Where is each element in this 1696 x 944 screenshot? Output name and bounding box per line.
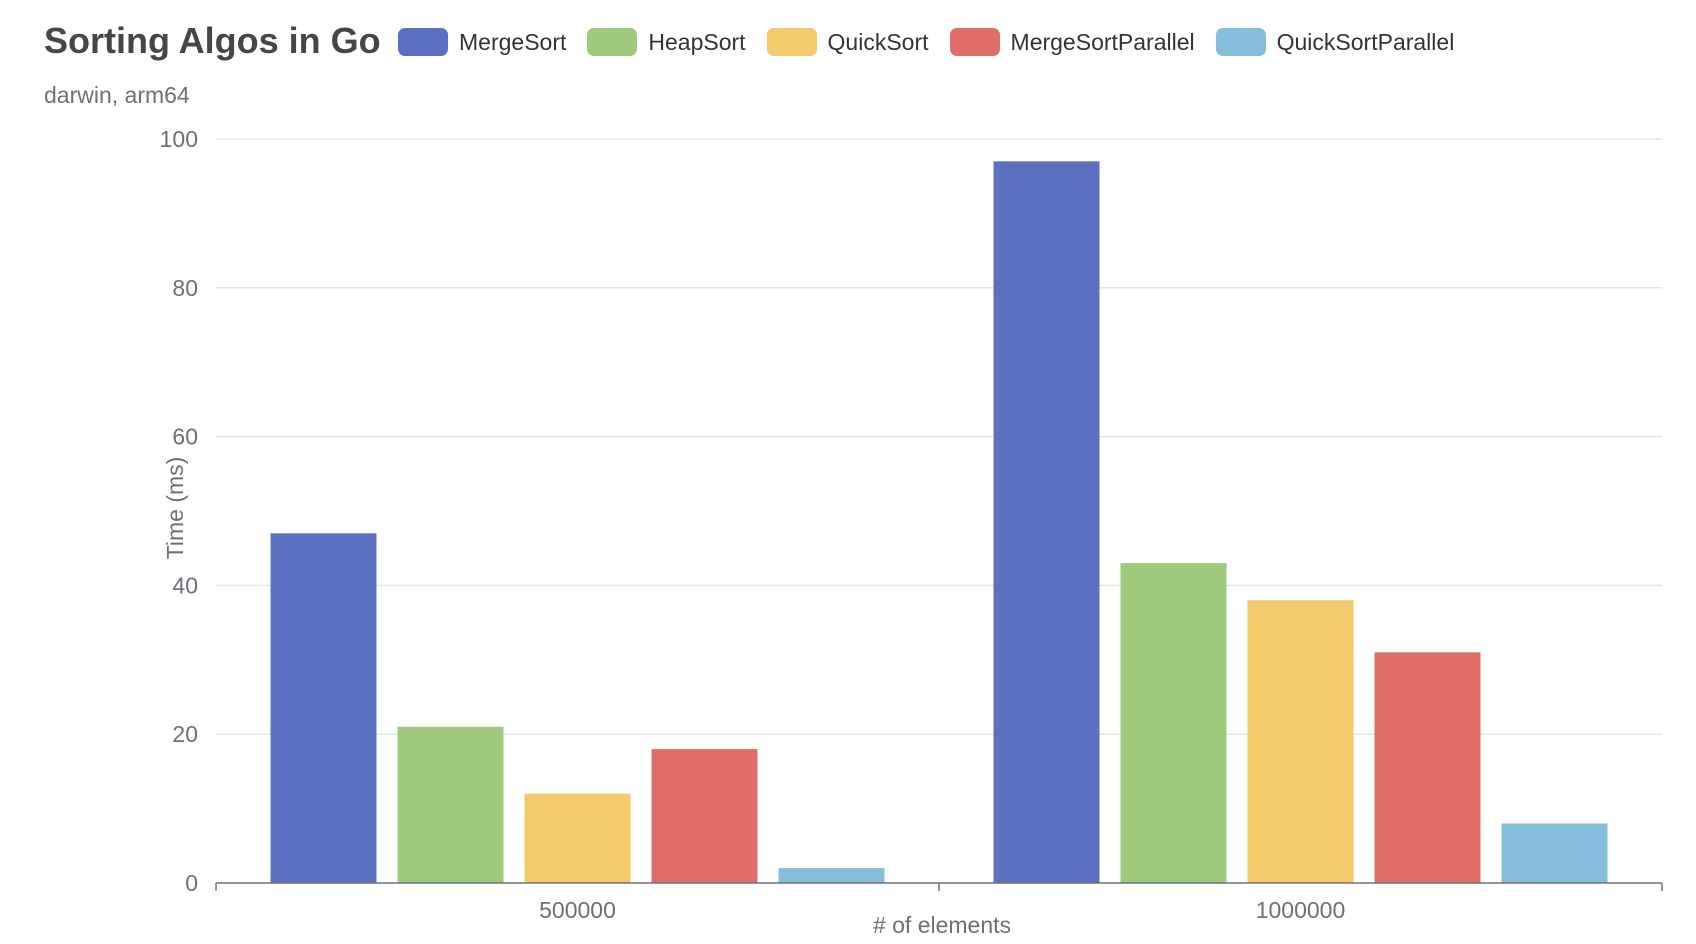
bar [993,161,1100,883]
legend-item-heapsort[interactable]: HeapSort [587,28,746,56]
grid-lines [216,138,1662,735]
x-tick-label: 500000 [539,897,616,923]
y-tick-label: 20 [172,721,198,747]
bar [778,868,885,883]
x-tick-label: 1000000 [1256,897,1346,923]
legend-label: QuickSort [827,28,929,55]
chart-subtitle: darwin, arm64 [44,82,190,108]
legend-item-mergesort-parallel[interactable]: MergeSortParallel [949,28,1195,56]
bar [651,749,758,883]
y-axis-label: Time (ms) [162,457,188,560]
x-axis-label: # of elements [873,912,1011,938]
chart-legend: MergeSort HeapSort QuickSort MergeSortPa… [398,26,1475,58]
legend-swatch [1215,28,1266,56]
y-tick-label: 80 [172,275,198,301]
legend-swatch [587,28,638,56]
chart-title: Sorting Algos in Go [44,20,381,61]
bar [1247,600,1354,883]
bar [1374,652,1481,883]
y-tick-label: 60 [172,424,198,450]
legend-label: QuickSortParallel [1276,28,1455,55]
y-tick-label: 100 [160,126,198,152]
bar [270,533,377,883]
y-tick-label: 0 [185,870,198,896]
bar [1120,563,1227,883]
legend-item-mergesort[interactable]: MergeSort [398,28,566,56]
bar [397,726,504,883]
legend-label: MergeSort [459,28,567,55]
legend-swatch [949,28,1000,56]
axes: 0 20 40 60 80 100 500000 1000000 [160,126,1663,923]
legend-label: MergeSortParallel [1010,28,1195,55]
bars [270,161,1608,883]
bar [1501,823,1608,883]
y-tick-label: 40 [172,572,198,598]
bar [524,793,631,883]
legend-item-quicksort-parallel[interactable]: QuickSortParallel [1215,28,1455,56]
legend-swatch [398,28,448,56]
legend-label: HeapSort [648,28,746,55]
legend-swatch [766,28,817,56]
legend-item-quicksort[interactable]: QuickSort [766,28,929,56]
